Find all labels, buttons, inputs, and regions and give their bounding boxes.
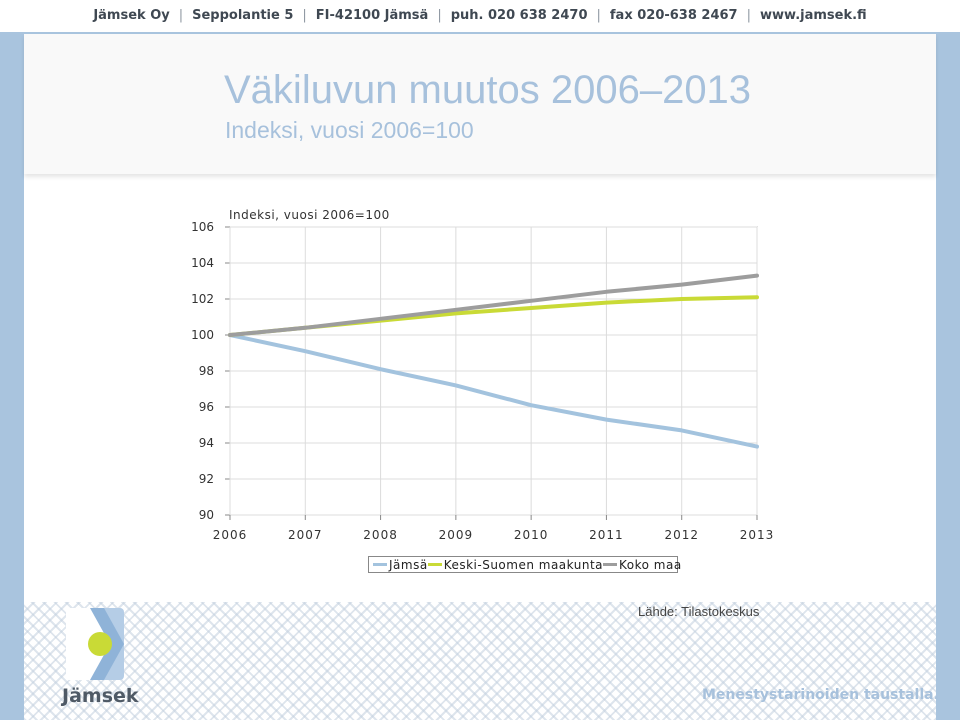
contact-item: FI-42100 Jämsä (315, 8, 429, 23)
contact-item: puh. 020 638 2470 (450, 8, 588, 23)
top-contact-bar: Jämsek Oy | Seppolantie 5 | FI-42100 Jämsä | p… (0, 0, 960, 32)
legend-item: Keski-Suomen maakunta (427, 557, 604, 572)
slide: Väkiluvun muutos 2006–2013 Indeksi, vuos… (24, 34, 939, 720)
source-note: Lähde: Tilastokeskus (638, 604, 760, 619)
x-tick-label: 2007 (288, 528, 323, 542)
separator: | (746, 8, 751, 23)
y-tick-label: 104 (191, 256, 214, 270)
slide-subtitle: Indeksi, vuosi 2006=100 (225, 117, 474, 143)
legend-swatch (603, 563, 618, 566)
slide-header: Väkiluvun muutos 2006–2013 Indeksi, vuos… (24, 34, 936, 174)
legend-label: Jämsä (389, 557, 428, 572)
y-tick-label: 90 (199, 508, 214, 522)
y-tick-label: 102 (191, 292, 214, 306)
chart-legend: Jämsä Keski-Suomen maakunta Koko maa (368, 556, 681, 573)
separator: | (178, 8, 184, 23)
slide-title: Väkiluvun muutos 2006–2013 (224, 68, 752, 112)
series-line (228, 273, 759, 337)
contact-item: Jämsek Oy (93, 8, 170, 23)
legend-swatch (427, 563, 442, 566)
chart-title: Indeksi, vuosi 2006=100 (229, 208, 390, 222)
y-tick-label: 94 (199, 436, 214, 450)
x-tick-label: 2013 (740, 528, 775, 542)
contact-item: www.jamsek.fi (760, 8, 867, 23)
legend-label: Keski-Suomen maakunta (443, 557, 604, 572)
legend-item: Jämsä (373, 558, 428, 572)
footer: Jämsek Menestystarinoiden taustalla. (24, 602, 939, 720)
jamsek-logo-icon (66, 608, 124, 680)
separator: | (437, 8, 442, 23)
separator: | (302, 8, 307, 23)
x-tick-label: 2009 (439, 528, 474, 542)
legend-swatch (373, 563, 387, 566)
x-tick-label: 2008 (363, 528, 398, 542)
y-tick-label: 96 (199, 400, 214, 414)
x-tick-label: 2012 (664, 528, 699, 542)
separator: | (596, 8, 601, 23)
x-tick-label: 2006 (213, 528, 248, 542)
y-tick-label: 100 (191, 328, 214, 342)
series-line (228, 333, 759, 449)
y-tick-label: 98 (199, 364, 214, 378)
legend-item: Koko maa (603, 558, 682, 572)
line-chart: 106 104 102 100 98 96 94 92 90 2006 2007 2008 2009 20… (191, 208, 775, 542)
logo-text: Jämsek (62, 685, 139, 707)
legend-label: Koko maa (619, 557, 682, 572)
contact-item: Seppolantie 5 (192, 8, 294, 23)
y-tick-label: 92 (199, 472, 214, 486)
x-tick-label: 2010 (514, 528, 549, 542)
y-tick-label: 106 (191, 220, 214, 234)
slogan: Menestystarinoiden taustalla. (702, 687, 939, 703)
contact-item: fax 020-638 2467 (609, 8, 738, 23)
x-tick-label: 2011 (589, 528, 624, 542)
